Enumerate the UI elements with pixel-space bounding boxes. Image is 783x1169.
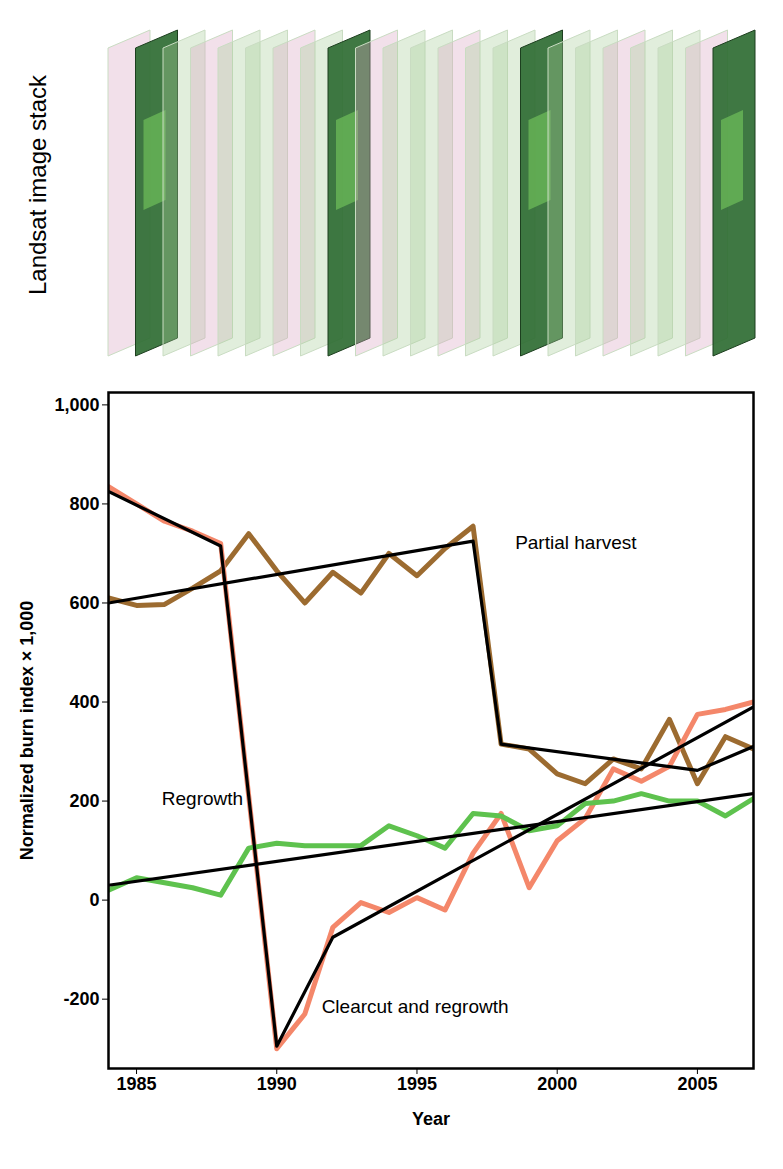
svg-text:Year: Year <box>412 1109 450 1129</box>
svg-text:800: 800 <box>69 494 99 514</box>
svg-text:1990: 1990 <box>257 1074 297 1094</box>
svg-text:Clearcut and regrowth: Clearcut and regrowth <box>322 996 509 1017</box>
svg-text:Partial harvest: Partial harvest <box>515 532 637 553</box>
svg-text:600: 600 <box>69 593 99 613</box>
svg-text:2000: 2000 <box>537 1074 577 1094</box>
svg-text:400: 400 <box>69 692 99 712</box>
svg-text:0: 0 <box>89 890 99 910</box>
svg-text:200: 200 <box>69 791 99 811</box>
svg-text:2005: 2005 <box>677 1074 717 1094</box>
svg-text:Regrowth: Regrowth <box>162 788 243 809</box>
svg-text:1,000: 1,000 <box>54 395 99 415</box>
svg-text:Normalized burn index × 1,000: Normalized burn index × 1,000 <box>17 601 37 861</box>
svg-text:-200: -200 <box>63 989 99 1009</box>
svg-text:1985: 1985 <box>117 1074 157 1094</box>
svg-text:1995: 1995 <box>397 1074 437 1094</box>
svg-text:Landsat image stack: Landsat image stack <box>24 74 51 295</box>
